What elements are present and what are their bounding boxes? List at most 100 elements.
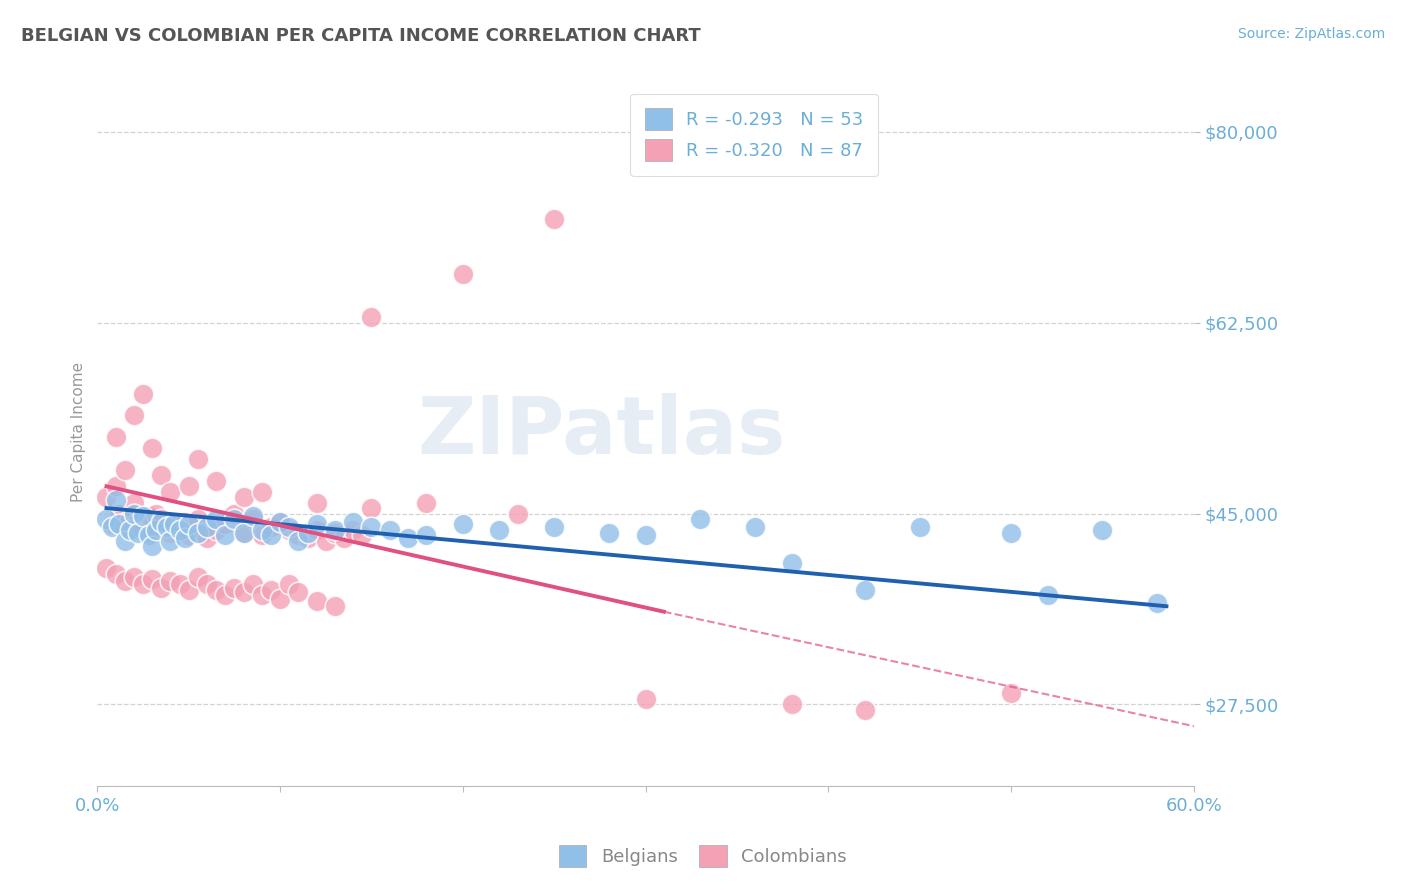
Point: [193, 526, 215, 541]
Point: [169, 577, 191, 591]
Point: [260, 582, 283, 597]
Point: [305, 594, 328, 608]
Point: [224, 581, 246, 595]
Text: BELGIAN VS COLOMBIAN PER CAPITA INCOME CORRELATION CHART: BELGIAN VS COLOMBIAN PER CAPITA INCOME C…: [21, 27, 700, 45]
Point: [250, 588, 273, 602]
Point: [169, 523, 191, 537]
Point: [305, 523, 328, 537]
Point: [250, 528, 273, 542]
Point: [250, 484, 273, 499]
Text: ZIPatlas: ZIPatlas: [418, 392, 786, 471]
Point: [232, 585, 254, 599]
Point: [101, 519, 124, 533]
Point: [138, 508, 160, 523]
Point: [150, 512, 173, 526]
Point: [96, 490, 118, 504]
Point: [114, 519, 136, 533]
Point: [156, 519, 179, 533]
Point: [415, 496, 437, 510]
Point: [323, 523, 346, 537]
Point: [96, 561, 118, 575]
Point: [242, 512, 264, 526]
Point: [360, 501, 382, 516]
Point: [132, 523, 155, 537]
Point: [315, 533, 337, 548]
Point: [232, 490, 254, 504]
Point: [127, 526, 149, 541]
Point: [96, 512, 118, 526]
Point: [177, 528, 200, 542]
Point: [260, 519, 283, 533]
Point: [853, 582, 876, 597]
Legend: Belgians, Colombians: Belgians, Colombians: [553, 838, 853, 874]
Point: [506, 507, 529, 521]
Point: [352, 528, 374, 542]
Point: [150, 581, 173, 595]
Point: [543, 212, 565, 227]
Point: [451, 267, 474, 281]
Point: [174, 516, 197, 530]
Point: [187, 512, 209, 526]
Point: [181, 519, 204, 533]
Point: [108, 517, 131, 532]
Point: [205, 523, 228, 537]
Point: [163, 517, 186, 532]
Point: [122, 409, 145, 423]
Text: Source: ZipAtlas.com: Source: ZipAtlas.com: [1237, 27, 1385, 41]
Point: [169, 523, 191, 537]
Point: [1036, 588, 1059, 602]
Point: [1091, 523, 1114, 537]
Point: [163, 517, 186, 532]
Point: [269, 516, 291, 530]
Point: [120, 512, 142, 526]
Point: [159, 533, 181, 548]
Point: [780, 556, 803, 570]
Point: [120, 523, 142, 537]
Point: [104, 566, 127, 581]
Point: [214, 517, 236, 532]
Point: [141, 572, 163, 586]
Point: [108, 507, 131, 521]
Point: [488, 523, 510, 537]
Point: [174, 531, 197, 545]
Point: [287, 528, 309, 542]
Point: [187, 570, 209, 584]
Point: [250, 523, 273, 537]
Point: [287, 585, 309, 599]
Point: [780, 698, 803, 712]
Point: [214, 588, 236, 602]
Point: [278, 523, 301, 537]
Point: [205, 582, 228, 597]
Point: [224, 507, 246, 521]
Point: [305, 517, 328, 532]
Point: [104, 493, 127, 508]
Point: [159, 484, 181, 499]
Point: [187, 452, 209, 467]
Point: [287, 533, 309, 548]
Point: [114, 533, 136, 548]
Point: [415, 528, 437, 542]
Point: [297, 526, 319, 541]
Point: [104, 430, 127, 444]
Point: [342, 523, 364, 537]
Point: [141, 441, 163, 455]
Point: [634, 692, 657, 706]
Point: [156, 519, 179, 533]
Point: [114, 574, 136, 589]
Point: [224, 512, 246, 526]
Point: [323, 599, 346, 614]
Point: [104, 479, 127, 493]
Point: [333, 531, 356, 545]
Legend: R = -0.293   N = 53, R = -0.320   N = 87: R = -0.293 N = 53, R = -0.320 N = 87: [630, 94, 877, 176]
Point: [269, 591, 291, 606]
Point: [141, 526, 163, 541]
Point: [205, 512, 228, 526]
Point: [305, 496, 328, 510]
Point: [908, 519, 931, 533]
Point: [378, 523, 401, 537]
Point: [145, 507, 167, 521]
Point: [187, 526, 209, 541]
Point: [205, 474, 228, 488]
Point: [132, 577, 155, 591]
Point: [232, 526, 254, 541]
